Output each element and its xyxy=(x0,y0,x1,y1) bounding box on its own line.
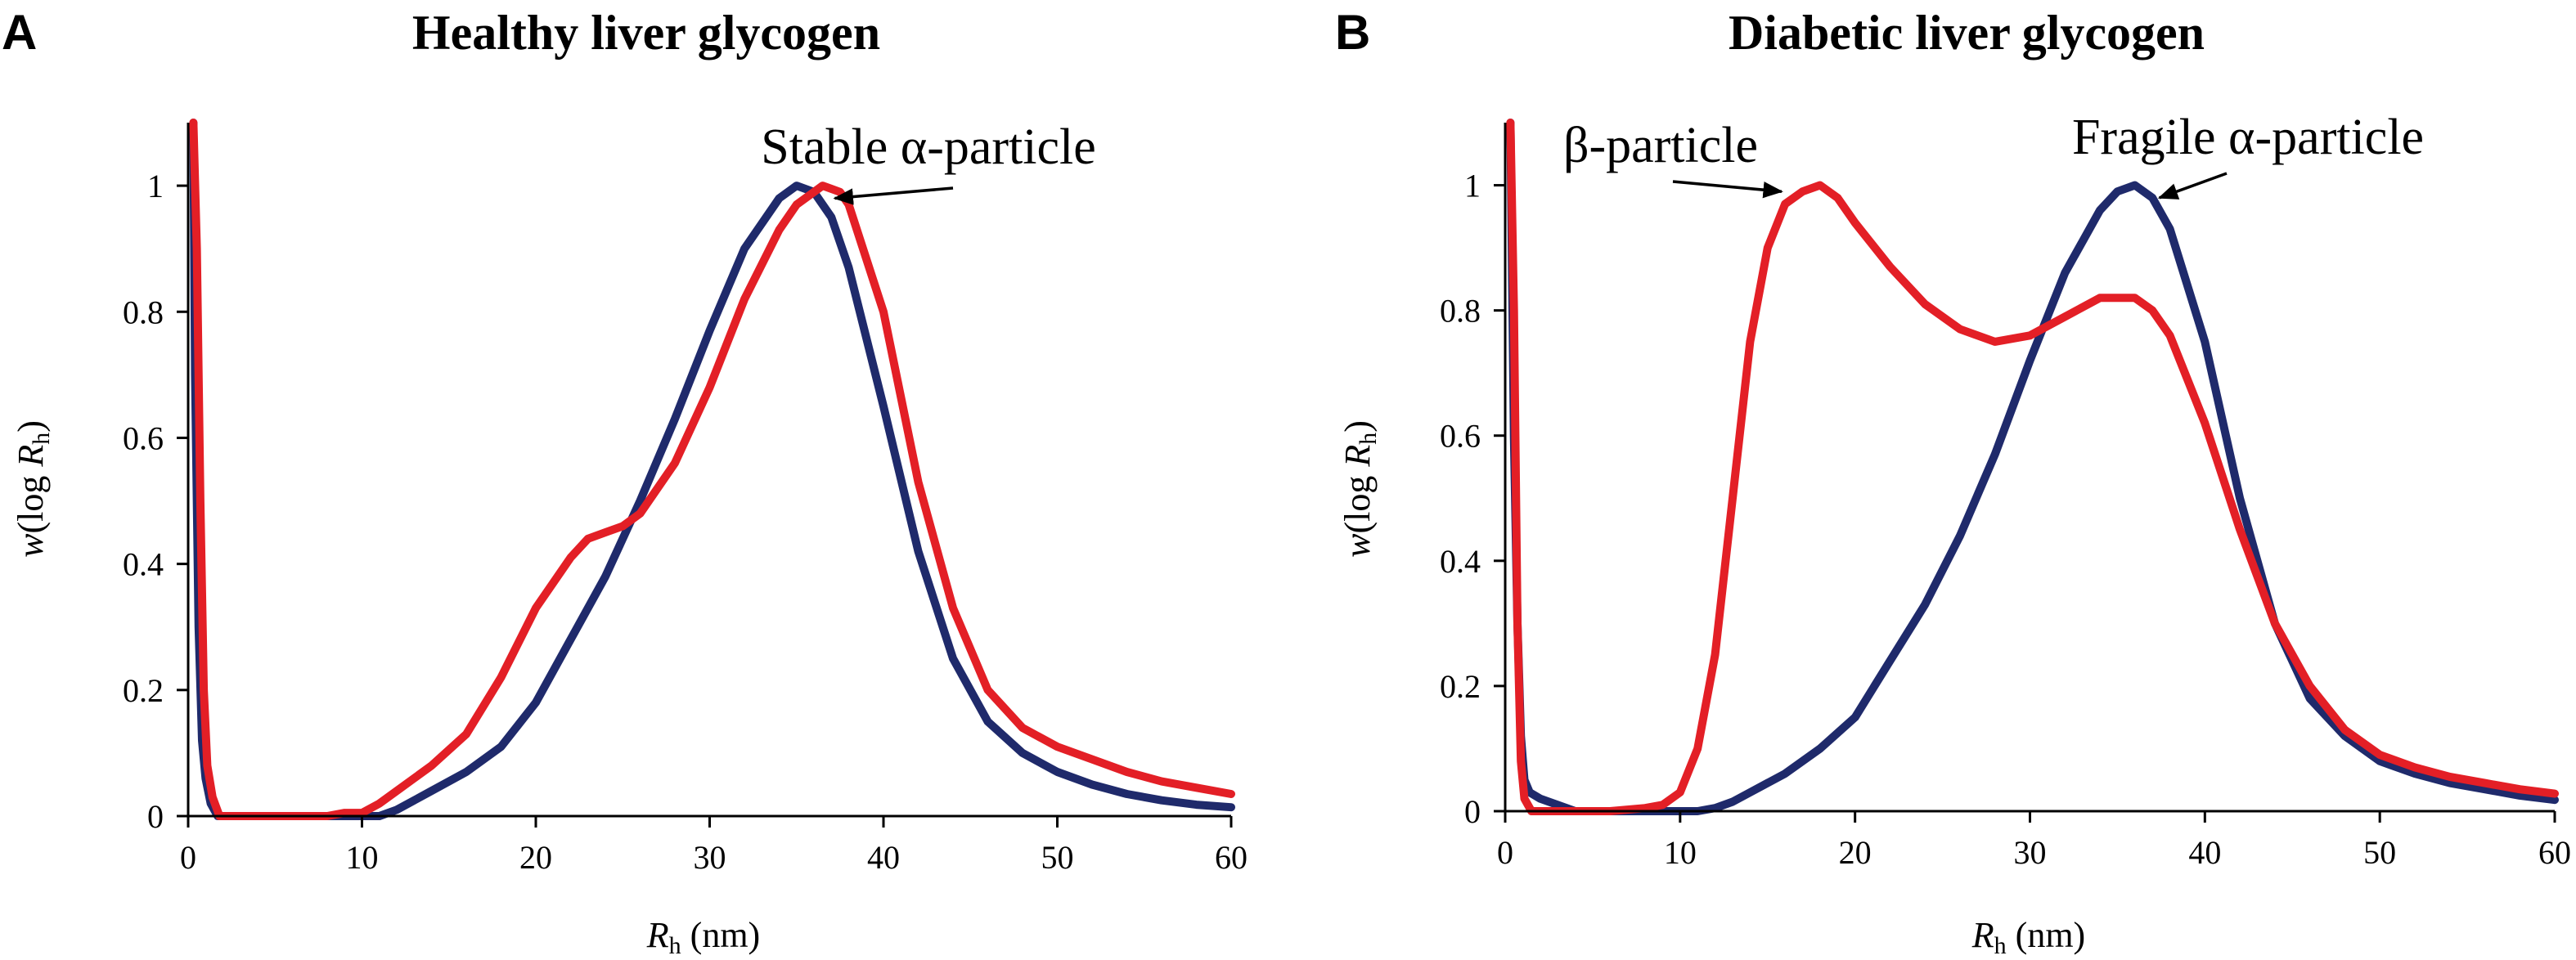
panel-a-x-tick-label: 10 xyxy=(346,839,379,876)
panel-a-x-tick-label: 40 xyxy=(867,839,900,876)
panel-b-y-axis-label: w(log Rh) xyxy=(1337,420,1382,558)
panel-a-series-line-navy xyxy=(189,119,1235,820)
panel-a-title: Healthy liver glycogen xyxy=(412,6,880,60)
panel-b-axes: 0 10 20 30 40 50 60 0 0.2 0.4 0.6 0.8 1 xyxy=(1440,123,2571,871)
panel-b-annotation-arrow-beta xyxy=(1672,180,1783,199)
panel-b-y-tick-label: 0.8 xyxy=(1440,293,1481,330)
panel-b-series-line-red xyxy=(1506,119,2559,815)
panel-b-y-tick-label: 0.4 xyxy=(1440,543,1481,580)
panel-a-annotation-arrow xyxy=(833,186,954,205)
panel-a-x-axis-label: Rh (nm) xyxy=(646,915,760,959)
panel-a-y-tick-label: 0.4 xyxy=(123,546,164,583)
panel-b-x-tick-label: 10 xyxy=(1664,834,1697,871)
panel-b-x-tick-label: 40 xyxy=(2188,834,2221,871)
panel-b-y-tick-label: 0.6 xyxy=(1440,418,1481,455)
panel-a-axes: 0 10 20 30 40 50 60 0 0.2 0.4 0.6 0.8 1 xyxy=(123,123,1248,876)
panel-b-x-axis-label: Rh (nm) xyxy=(1971,915,2085,959)
panel-b-annotation-fragile-alpha: Fragile α-particle xyxy=(2072,110,2424,165)
panel-a-annotation-stable-alpha: Stable α-particle xyxy=(761,119,1095,175)
panel-a-y-tick-label: 0.6 xyxy=(123,419,164,456)
panel-b-x-tick-label: 60 xyxy=(2538,834,2571,871)
panel-a-x-tick-label: 50 xyxy=(1041,839,1074,876)
panel-b-y-tick-label: 0 xyxy=(1464,793,1481,830)
panel-b-annotation-beta: β-particle xyxy=(1563,118,1758,173)
panel-b-series-group xyxy=(1506,119,2559,815)
panel-a-x-tick-label: 0 xyxy=(180,839,196,876)
panel-a-y-tick-label: 0.8 xyxy=(123,294,164,330)
panel-a: A Healthy liver glycogen 0 10 20 30 40 50 6000… xyxy=(2,5,1248,959)
panel-a-series-line-red xyxy=(189,119,1235,820)
panel-a-letter: A xyxy=(2,5,37,60)
panel-a-y-tick-label: 1 xyxy=(147,168,164,204)
panel-b: B Diabetic liver glycogen 0 10 20 30 40 50 600… xyxy=(1335,5,2571,959)
panel-a-y-axis-label: w(log Rh) xyxy=(11,420,55,558)
panel-a-x-tick-label: 30 xyxy=(694,839,726,876)
panel-a-y-tick-label: 0 xyxy=(147,798,164,835)
panel-b-title: Diabetic liver glycogen xyxy=(1729,6,2205,60)
panel-b-series-line-navy xyxy=(1506,119,2559,815)
panel-a-x-tick-label: 20 xyxy=(519,839,552,876)
panel-a-y-tick-label: 0.2 xyxy=(123,672,164,709)
panel-b-y-tick-label: 1 xyxy=(1464,168,1481,204)
panel-b-x-tick-label: 0 xyxy=(1497,834,1513,871)
panel-b-y-tick-label: 0.2 xyxy=(1440,668,1481,705)
panel-b-x-tick-label: 50 xyxy=(2363,834,2396,871)
panel-b-x-tick-label: 30 xyxy=(2014,834,2047,871)
panel-b-x-tick-label: 20 xyxy=(1839,834,1872,871)
panel-b-letter: B xyxy=(1335,5,1370,60)
panel-b-annotation-arrow-alpha xyxy=(2157,172,2228,200)
panel-a-x-tick-label: 60 xyxy=(1215,839,1248,876)
panel-a-series-group xyxy=(189,119,1235,820)
